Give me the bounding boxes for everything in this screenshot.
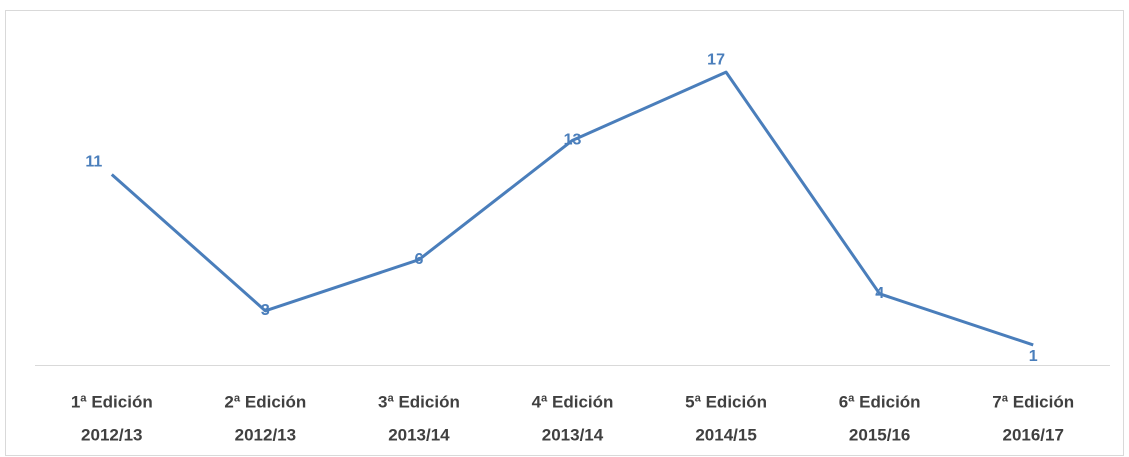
data-label: 13: [564, 132, 582, 149]
x-tick-label: 2016/17: [1002, 425, 1063, 444]
x-tick-label: 7ª Edición: [992, 392, 1074, 411]
chart-border: [5, 10, 1124, 456]
x-tick-label: 5ª Edición: [685, 392, 767, 411]
x-tick-label: 6ª Edición: [839, 392, 921, 411]
data-label: 4: [875, 285, 884, 302]
x-tick-label: 2013/14: [542, 425, 604, 444]
data-label: 3: [261, 302, 270, 319]
x-tick-label: 3ª Edición: [378, 392, 460, 411]
x-tick-label: 4ª Edición: [532, 392, 614, 411]
x-tick-label: 2ª Edición: [224, 392, 306, 411]
x-tick-label: 2012/13: [235, 425, 296, 444]
x-tick-label: 2012/13: [81, 425, 142, 444]
x-tick-label: 2014/15: [695, 425, 756, 444]
data-label: 1: [1029, 348, 1038, 365]
data-label: 17: [707, 51, 725, 68]
data-label: 11: [85, 154, 102, 171]
data-label: 6: [414, 251, 423, 268]
x-tick-label: 2015/16: [849, 425, 910, 444]
x-tick-label: 2013/14: [388, 425, 450, 444]
x-tick-label: 1ª Edición: [71, 392, 153, 411]
series-line: [110, 70, 1034, 347]
